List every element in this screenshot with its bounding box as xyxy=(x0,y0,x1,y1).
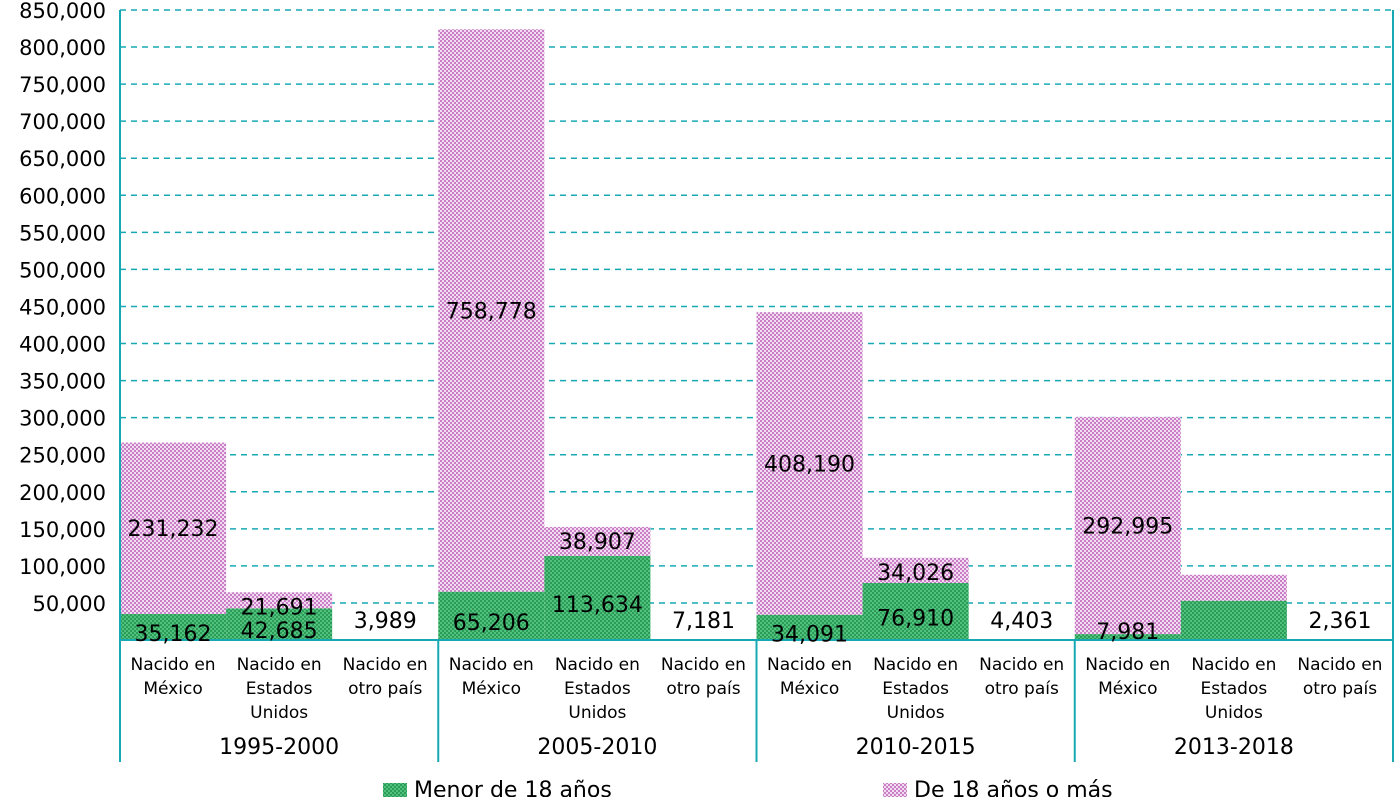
category-label: Nacido en xyxy=(767,655,852,675)
data-label-mayor: 21,691 xyxy=(241,595,318,620)
y-tick-label: 550,000 xyxy=(19,221,106,245)
y-tick-label: 800,000 xyxy=(19,36,106,60)
y-tick-label: 300,000 xyxy=(19,407,106,431)
bar-mayor xyxy=(1180,574,1287,601)
legend-swatch-menor xyxy=(383,783,407,797)
bars xyxy=(120,29,1287,640)
data-label-mayor: 38,907 xyxy=(559,530,636,555)
group-label: 1995-2000 xyxy=(219,735,339,760)
y-tick-label: 350,000 xyxy=(19,370,106,394)
bar-mayor xyxy=(226,592,333,609)
bar-menor xyxy=(1180,600,1287,640)
bar-menor xyxy=(438,591,545,640)
data-label-menor: 76,910 xyxy=(877,606,954,631)
y-tick-label: 750,000 xyxy=(19,73,106,97)
category-label: Nacido en xyxy=(1085,655,1170,675)
legend: Menor de 18 años De 18 años o más xyxy=(383,778,1113,797)
data-label-menor: 4,403 xyxy=(990,609,1053,634)
data-label-menor: 35,162 xyxy=(135,622,212,647)
data-label-menor: 7,181 xyxy=(672,609,735,634)
y-tick-label: 100,000 xyxy=(19,555,106,579)
legend-swatch-mayor xyxy=(883,783,907,797)
category-label: Nacido en xyxy=(343,655,428,675)
category-label: México xyxy=(1098,679,1157,699)
data-label-mayor: 34,026 xyxy=(877,561,954,586)
data-label-mayor: 231,232 xyxy=(128,517,219,542)
category-label: otro país xyxy=(666,679,740,699)
category-label: Estados xyxy=(882,679,949,699)
bar-menor xyxy=(544,555,651,640)
category-label: Nacido en xyxy=(555,655,640,675)
category-label: Nacido en xyxy=(661,655,746,675)
group-label: 2013-2018 xyxy=(1174,735,1294,760)
bar-mayor xyxy=(1074,416,1181,635)
bar-mayor xyxy=(544,526,651,556)
legend-label-mayor: De 18 años o más xyxy=(914,778,1113,797)
data-label-mayor: 758,778 xyxy=(446,299,537,324)
group-label: 2010-2015 xyxy=(856,735,976,760)
category-label: Nacido en xyxy=(873,655,958,675)
data-label-menor: 65,206 xyxy=(453,611,530,636)
category-label: Estados xyxy=(1201,679,1268,699)
data-label-menor: 34,091 xyxy=(771,622,848,647)
category-label: Nacido en xyxy=(1297,655,1382,675)
category-label: Unidos xyxy=(887,703,945,723)
data-label-menor: 113,634 xyxy=(552,593,643,618)
category-label: Nacido en xyxy=(979,655,1064,675)
y-tick-label: 200,000 xyxy=(19,481,106,505)
y-tick-label: 500,000 xyxy=(19,258,106,282)
category-label: otro país xyxy=(348,679,422,699)
category-label: Nacido en xyxy=(131,655,216,675)
category-label: Unidos xyxy=(1205,703,1263,723)
category-label: Unidos xyxy=(568,703,626,723)
data-label-menor: 42,685 xyxy=(241,619,318,644)
data-label-menor: 7,981 xyxy=(1096,620,1159,645)
bar-mayor xyxy=(862,557,969,583)
x-axis-labels: 1995-2000 Nacido en México Nacido en Estados… xyxy=(131,655,1383,760)
data-label-menor: 3,989 xyxy=(354,609,417,634)
category-label: otro país xyxy=(985,679,1059,699)
y-tick-label: 400,000 xyxy=(19,333,106,357)
bar-menor xyxy=(120,613,227,640)
data-label-menor: 2,361 xyxy=(1308,609,1371,634)
bar-menor xyxy=(756,614,863,640)
category-label: México xyxy=(780,679,839,699)
data-label-mayor: 292,995 xyxy=(1082,515,1173,540)
category-label: México xyxy=(143,679,202,699)
axes xyxy=(119,10,1394,762)
y-tick-label: 150,000 xyxy=(19,518,106,542)
category-label: Nacido en xyxy=(1191,655,1276,675)
category-label: otro país xyxy=(1303,679,1377,699)
y-tick-label: 250,000 xyxy=(19,444,106,468)
bar-menor xyxy=(862,582,969,640)
bar-mayor xyxy=(756,312,863,615)
y-axis-ticks: 50,000 100,000 150,000 200,000 250,000 300,00… xyxy=(19,0,106,616)
category-label: México xyxy=(462,679,521,699)
y-tick-label: 650,000 xyxy=(19,147,106,171)
category-label: Estados xyxy=(246,679,313,699)
bar-mayor xyxy=(438,29,545,592)
bar-menor xyxy=(1074,634,1181,640)
bar-mayor xyxy=(120,442,227,614)
y-tick-label: 450,000 xyxy=(19,295,106,319)
group-label: 2005-2010 xyxy=(537,735,657,760)
legend-label-menor: Menor de 18 años xyxy=(414,778,612,797)
y-tick-label: 600,000 xyxy=(19,184,106,208)
category-label: Estados xyxy=(564,679,631,699)
y-tick-label: 700,000 xyxy=(19,110,106,134)
category-label: Unidos xyxy=(250,703,308,723)
data-label-mayor: 408,190 xyxy=(764,452,855,477)
y-tick-label: 850,000 xyxy=(19,0,106,23)
y-tick-label: 50,000 xyxy=(33,592,106,616)
category-label: Nacido en xyxy=(237,655,322,675)
category-label: Nacido en xyxy=(449,655,534,675)
bar-menor xyxy=(226,608,333,640)
